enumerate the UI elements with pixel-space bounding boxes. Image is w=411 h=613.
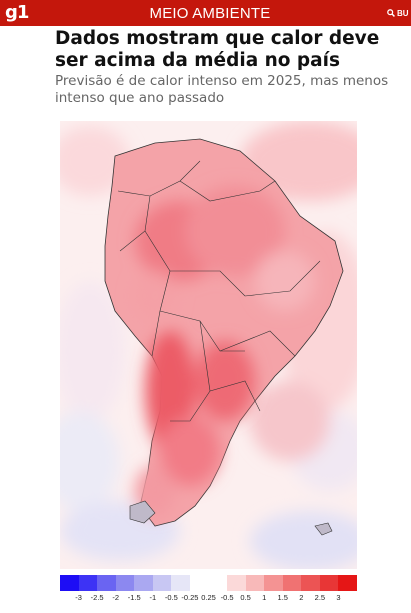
color-scale-bar: [60, 575, 357, 591]
top-bar: g1 MEIO AMBIENTE BU: [0, 0, 411, 26]
color-scale-tick-label: 1: [262, 593, 267, 602]
article-headline: Dados mostram que calor deve ser acima d…: [55, 28, 380, 71]
color-scale-swatch: [208, 575, 228, 591]
color-scale-tick-label: -0.5: [220, 593, 234, 602]
color-scale-swatch: [282, 575, 302, 591]
color-scale-swatch: [115, 575, 135, 591]
color-scale-swatch: [97, 575, 116, 591]
section-title[interactable]: MEIO AMBIENTE: [149, 5, 271, 22]
color-scale-tick-label: -3: [75, 593, 82, 602]
color-scale-swatch: [245, 575, 265, 591]
search-button[interactable]: BU: [387, 5, 411, 21]
color-scale-swatch: [152, 575, 172, 591]
color-scale-swatch: [171, 575, 190, 591]
g1-logo[interactable]: g1: [5, 2, 29, 23]
color-scale-tick-label: -1.5: [127, 593, 141, 602]
color-scale-swatch: [78, 575, 98, 591]
color-scale-tick-label: 0.25: [201, 593, 216, 602]
color-scale-tick-label: 0.5: [240, 593, 251, 602]
search-label: BU: [397, 8, 409, 18]
color-scale-tick-label: -2.5: [90, 593, 104, 602]
color-scale-tick-label: 2.5: [314, 593, 326, 602]
color-scale-ticks: -3 -2.5 -2 -1.5 -1 -0.5 -0.25 0.25 -0.5 0.5 1 1.5 2 2…: [60, 593, 357, 605]
temperature-anomaly-map: [60, 121, 357, 569]
color-scale-tick-label: -0.25: [181, 593, 199, 602]
color-scale-swatch: [338, 575, 357, 591]
color-scale-tick-label: -1: [149, 593, 157, 602]
color-scale-tick-label: -0.5: [164, 593, 178, 602]
color-scale-swatch: [189, 575, 209, 591]
color-scale-tick-label: 2: [299, 593, 304, 602]
color-scale-swatch: [319, 575, 339, 591]
color-scale-swatch: [301, 575, 320, 591]
color-scale-swatch: [60, 575, 79, 591]
article-subheadline: Previsão é de calor intenso em 2025, mas…: [55, 73, 389, 106]
color-scale-swatch: [264, 575, 283, 591]
color-scale-tick-label: 1.5: [277, 593, 288, 602]
color-scale-tick-label: 3: [336, 593, 341, 602]
color-scale-swatch: [134, 575, 153, 591]
search-icon: [387, 9, 395, 17]
color-scale-swatch: [227, 575, 246, 591]
color-scale-tick-label: -2: [112, 593, 120, 602]
